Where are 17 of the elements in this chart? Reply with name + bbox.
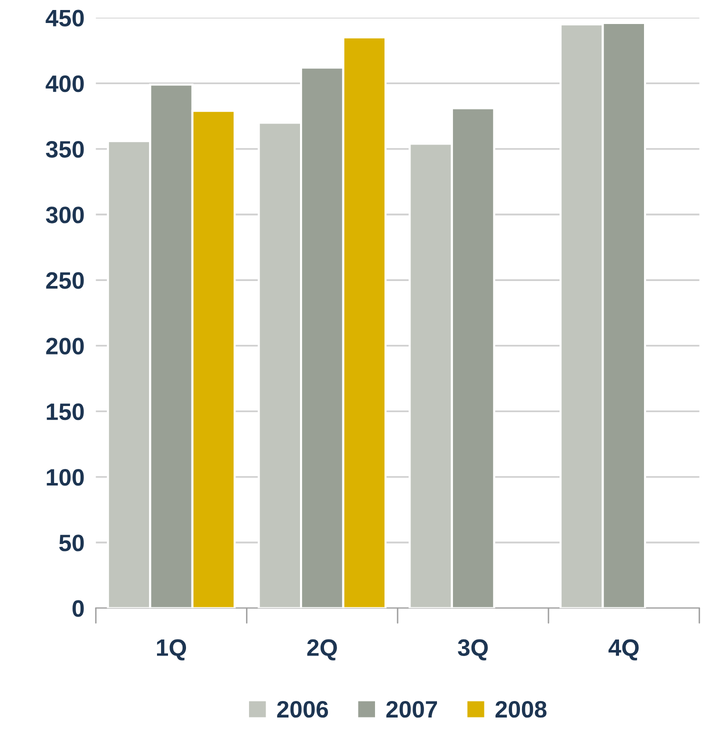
x-tick-label: 3Q (458, 639, 488, 660)
y-tick-label: 250 (46, 272, 84, 289)
legend-label: 2006 (277, 700, 328, 718)
y-tick-label: 450 (46, 10, 84, 26)
y-tick-label: 350 (46, 140, 84, 158)
y-tick-label: 100 (46, 468, 84, 486)
y-tick-label: 200 (46, 338, 84, 354)
y-tick-label: 50 (59, 534, 84, 552)
legend-label: 2008 (496, 700, 546, 718)
y-tick-label: 400 (46, 75, 84, 92)
y-tick-label: 0 (72, 600, 84, 617)
y-tick-label: 150 (46, 403, 84, 420)
legend-label: 2007 (386, 700, 437, 718)
x-tick-label: 4Q (608, 639, 639, 660)
y-tick-label: 300 (46, 206, 84, 224)
x-tick-label: 2Q (307, 639, 337, 660)
x-tick-label: 1Q (157, 639, 186, 660)
